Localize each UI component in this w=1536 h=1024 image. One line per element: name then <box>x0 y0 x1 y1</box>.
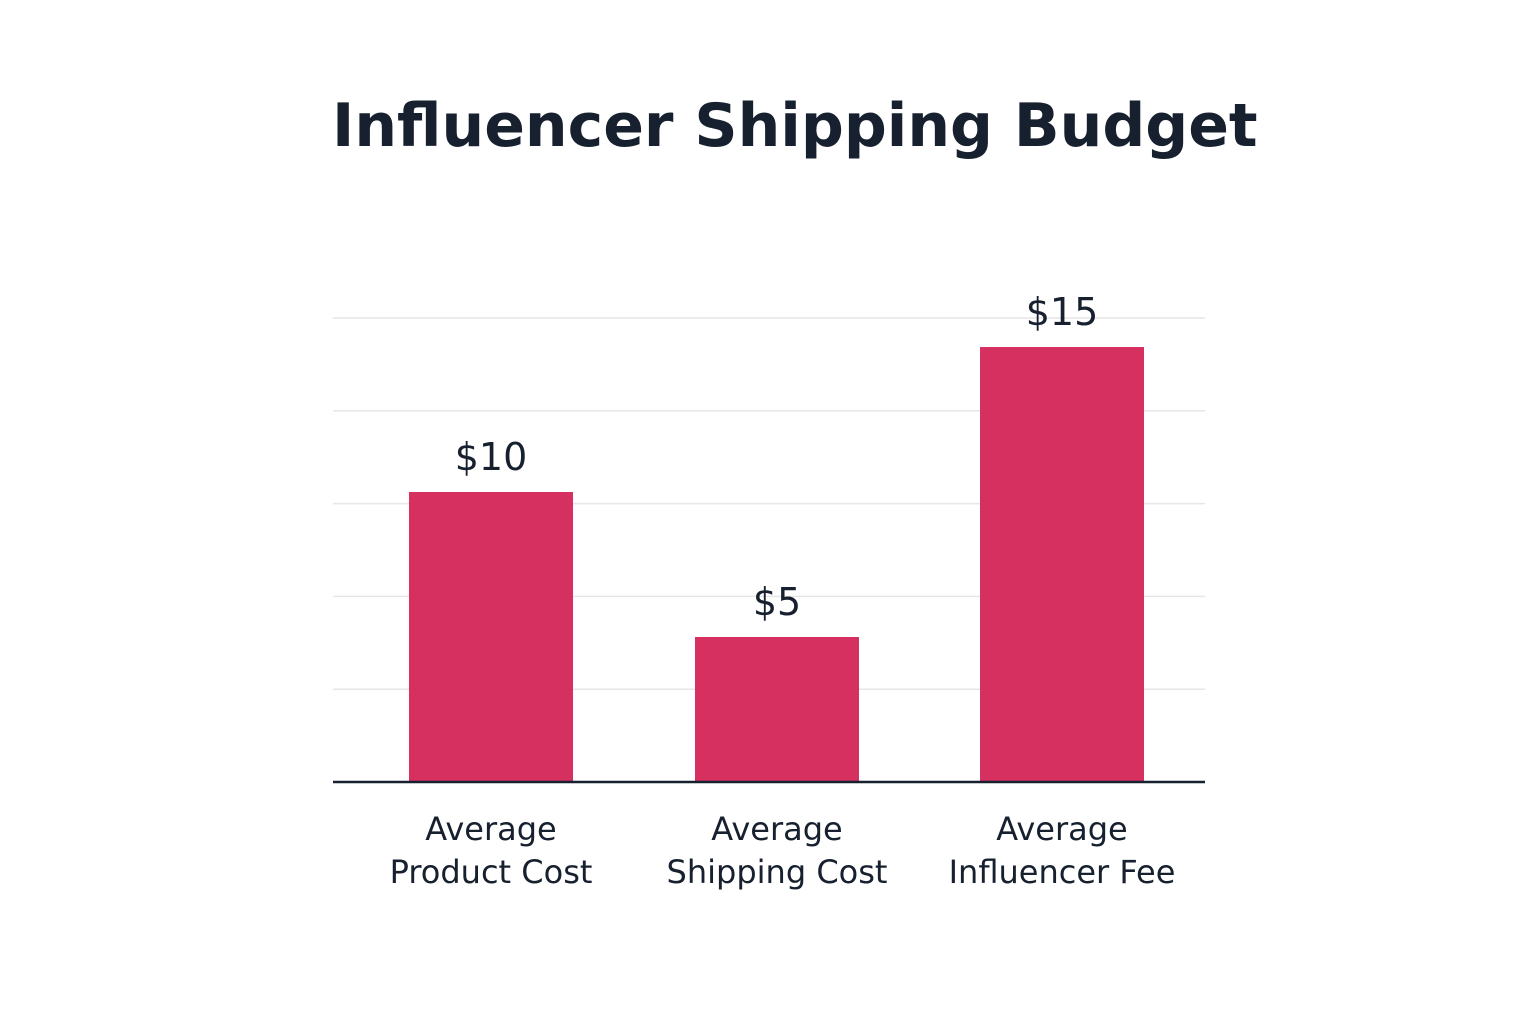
value-label-2: $5 <box>753 580 801 624</box>
bars <box>409 347 1144 782</box>
value-label-1: $10 <box>455 435 528 479</box>
category-label-3: Average Influencer Fee <box>949 810 1176 891</box>
bar-2 <box>695 637 859 782</box>
category-label-2-line-2: Shipping Cost <box>667 853 888 891</box>
bar-1 <box>409 492 573 782</box>
bar-3 <box>980 347 1144 782</box>
category-label-1-line-1: Average <box>425 810 556 848</box>
category-label-2-line-1: Average <box>711 810 842 848</box>
value-label-3: $15 <box>1026 290 1099 334</box>
chart-title: Influencer Shipping Budget <box>332 91 1258 161</box>
category-label-2: Average Shipping Cost <box>667 810 888 891</box>
category-label-1: Average Product Cost <box>390 810 593 891</box>
category-label-3-line-2: Influencer Fee <box>949 853 1176 891</box>
category-label-1-line-2: Product Cost <box>390 853 593 891</box>
value-labels: $10 $5 $15 <box>455 290 1099 624</box>
category-label-3-line-1: Average <box>996 810 1127 848</box>
